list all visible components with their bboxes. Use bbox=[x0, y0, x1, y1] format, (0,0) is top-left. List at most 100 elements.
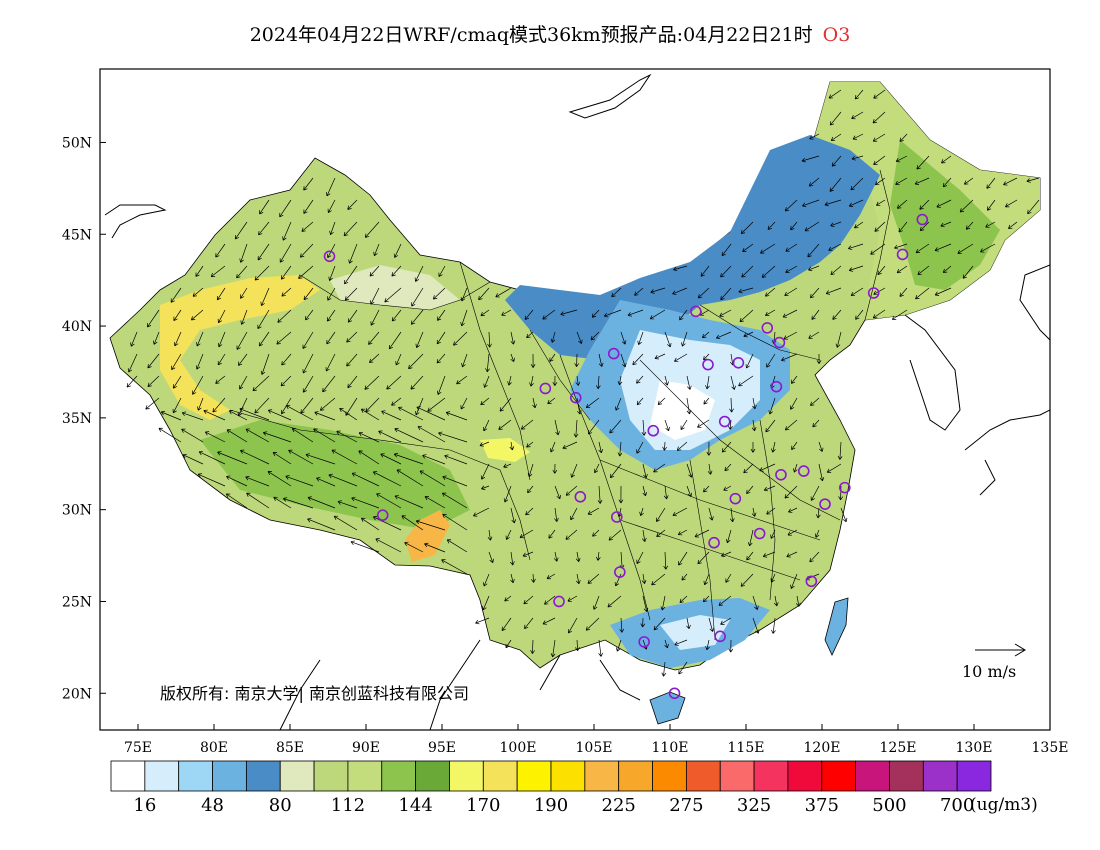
central-yellow-spot bbox=[480, 438, 530, 462]
wind-arrow bbox=[615, 397, 622, 411]
wind-arrow bbox=[895, 155, 908, 163]
wind-arrow bbox=[729, 397, 734, 413]
wind-arrow bbox=[663, 551, 669, 570]
wind-field bbox=[126, 89, 1040, 677]
lake-baikal bbox=[568, 73, 652, 119]
wind-arrow bbox=[203, 409, 226, 421]
wind-arrow bbox=[503, 485, 512, 503]
wind-arrow bbox=[676, 441, 688, 451]
tibet-darker bbox=[200, 420, 470, 530]
wind-arrow bbox=[750, 441, 756, 453]
map-content bbox=[104, 73, 1050, 730]
wind-arrow bbox=[554, 485, 561, 500]
wind-arrow bbox=[395, 353, 402, 366]
wind-arrow bbox=[272, 452, 292, 465]
wind-arrow bbox=[416, 406, 446, 421]
wind-arrow bbox=[745, 353, 754, 369]
wind-arrow bbox=[239, 375, 248, 390]
colorbar-swatch bbox=[212, 760, 247, 792]
wind-arrow bbox=[895, 177, 908, 185]
wind-arrow bbox=[375, 538, 402, 553]
wind-arrow bbox=[765, 309, 776, 317]
wind-arrow bbox=[896, 199, 908, 209]
wind-arrow bbox=[639, 507, 644, 517]
wind-arrow bbox=[811, 309, 820, 320]
wind-arrow bbox=[915, 243, 930, 254]
wind-arrow bbox=[394, 427, 424, 443]
colorbar-swatch bbox=[719, 760, 755, 792]
wind-arrow bbox=[770, 573, 776, 583]
wind-arrow bbox=[370, 287, 380, 305]
wind-arrow bbox=[802, 199, 820, 208]
wind-arrow bbox=[460, 287, 468, 302]
wind-arrow bbox=[826, 463, 842, 473]
wind-arrow bbox=[674, 639, 688, 646]
wind-arrow bbox=[281, 287, 292, 297]
lon-tick-label: 120E bbox=[804, 740, 841, 756]
wind-arrow bbox=[510, 507, 517, 524]
wind-arrow bbox=[393, 452, 424, 465]
station-marker bbox=[569, 391, 582, 404]
wind-arrow bbox=[1027, 199, 1040, 215]
wind-arrow bbox=[501, 617, 512, 631]
wind-arrow bbox=[204, 431, 226, 443]
wind-arrow bbox=[554, 507, 559, 522]
wind-arrow bbox=[240, 287, 248, 299]
wind-arrow bbox=[641, 419, 647, 436]
wind-arrow bbox=[617, 375, 623, 386]
wind-arrow bbox=[899, 287, 908, 297]
wind-arrow bbox=[333, 515, 358, 531]
wind-arrow bbox=[576, 573, 581, 585]
wind-arrow bbox=[404, 541, 424, 553]
wind-arrow bbox=[700, 265, 710, 277]
wind-arrow bbox=[217, 331, 226, 348]
wind-arrow bbox=[788, 507, 798, 513]
wind-arrow bbox=[505, 529, 512, 540]
colorbar-swatch bbox=[347, 760, 383, 792]
wind-arrow bbox=[810, 397, 820, 406]
wind-arrow bbox=[787, 529, 798, 536]
wind-arrow bbox=[488, 551, 494, 564]
wind-arrow bbox=[784, 485, 798, 499]
wind-arrow bbox=[719, 309, 732, 317]
wind-arrow bbox=[197, 397, 204, 411]
station-marker bbox=[690, 305, 702, 318]
wind-arrow bbox=[725, 573, 732, 583]
wind-arrow bbox=[524, 309, 534, 320]
wind-arrow bbox=[761, 265, 776, 278]
wind-arrow bbox=[195, 353, 204, 370]
lat-tick-label: 40N bbox=[62, 319, 92, 335]
wind-arrow bbox=[697, 419, 710, 428]
wind-arrow bbox=[872, 133, 886, 142]
hainan bbox=[649, 691, 686, 725]
wind-arrow bbox=[565, 529, 578, 540]
wind-arrow bbox=[673, 265, 688, 272]
wind-arrow bbox=[808, 265, 820, 272]
wind-arrow bbox=[195, 265, 204, 277]
wind-arrow bbox=[574, 353, 580, 367]
wind-arrow bbox=[181, 411, 204, 421]
indochina-coastline bbox=[279, 639, 641, 730]
wind-arrow bbox=[240, 309, 248, 325]
wind-arrow bbox=[337, 500, 358, 509]
wind-arrow bbox=[303, 199, 314, 214]
wind-arrow bbox=[855, 309, 864, 320]
wind-arrow bbox=[344, 287, 358, 301]
wind-arrow bbox=[130, 331, 138, 347]
wind-arrow bbox=[346, 331, 358, 343]
wind-arrow bbox=[550, 639, 556, 658]
north-low-band bbox=[505, 135, 880, 360]
wind-arrow bbox=[641, 529, 647, 542]
wind-arrow bbox=[809, 551, 820, 563]
wind-arrow bbox=[706, 441, 712, 456]
wind-arrow bbox=[547, 397, 556, 405]
colorbar-swatch bbox=[753, 760, 789, 792]
lon-tick-label: 100E bbox=[500, 740, 537, 756]
wind-arrow bbox=[832, 309, 842, 320]
wind-arrow bbox=[570, 463, 578, 478]
wind-arrow bbox=[358, 431, 380, 443]
wind-arrow bbox=[824, 199, 842, 207]
wind-arrow bbox=[147, 353, 160, 369]
wind-arrow bbox=[303, 177, 314, 191]
wind-arrow bbox=[741, 265, 754, 278]
